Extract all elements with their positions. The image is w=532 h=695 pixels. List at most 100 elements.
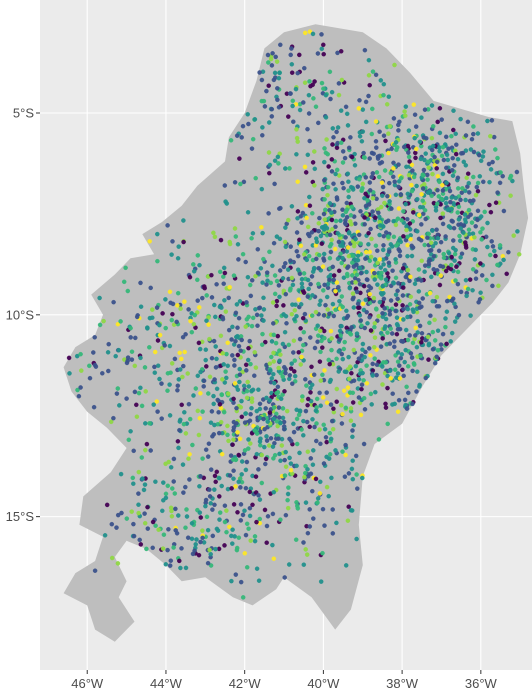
data-point — [113, 353, 118, 359]
data-point — [209, 409, 215, 414]
data-point — [468, 212, 473, 217]
data-point — [208, 467, 214, 472]
data-point — [205, 560, 211, 566]
x-tick-label: 40°W — [307, 676, 340, 691]
data-point — [440, 188, 446, 193]
data-point — [405, 306, 411, 312]
data-point — [413, 150, 418, 156]
data-point — [314, 438, 319, 444]
data-point — [367, 82, 372, 88]
data-point — [268, 368, 273, 373]
data-point — [415, 196, 420, 202]
data-point — [320, 264, 326, 269]
data-point — [274, 298, 280, 304]
data-point — [286, 562, 292, 567]
data-point — [131, 533, 137, 539]
data-point — [170, 239, 175, 244]
data-point — [336, 349, 342, 354]
data-point — [155, 363, 161, 368]
data-point — [312, 424, 317, 430]
data-point — [329, 336, 334, 341]
data-point — [435, 173, 441, 179]
data-point — [346, 230, 352, 235]
data-point — [493, 200, 499, 205]
data-point — [378, 290, 384, 296]
data-point — [301, 358, 306, 363]
data-point — [454, 142, 459, 147]
data-point — [145, 504, 150, 510]
data-point — [270, 51, 275, 56]
data-point — [350, 273, 355, 278]
data-point — [119, 510, 124, 516]
data-point — [92, 568, 98, 573]
data-point — [335, 230, 340, 236]
data-point — [134, 314, 140, 320]
data-point — [414, 389, 419, 394]
data-point — [449, 167, 455, 173]
data-point — [307, 233, 312, 239]
data-point — [463, 197, 468, 203]
data-point — [104, 502, 110, 508]
data-point — [232, 357, 237, 363]
data-point — [247, 282, 253, 288]
data-point — [67, 371, 72, 376]
data-point — [346, 194, 351, 200]
data-point — [249, 278, 255, 283]
data-point — [350, 458, 355, 463]
data-point — [400, 339, 406, 344]
data-point — [207, 374, 213, 380]
data-point — [382, 306, 387, 311]
data-point — [466, 190, 472, 195]
data-point — [252, 538, 258, 544]
data-point — [238, 518, 244, 523]
data-point — [302, 252, 307, 257]
data-point — [382, 267, 388, 273]
data-point — [302, 164, 308, 170]
data-point — [448, 266, 454, 272]
data-point — [333, 224, 338, 230]
data-point — [288, 258, 293, 263]
data-point — [304, 257, 310, 263]
data-point — [405, 253, 410, 259]
data-point — [485, 220, 490, 226]
data-point — [285, 267, 291, 272]
data-point — [222, 543, 227, 548]
data-point — [182, 349, 187, 355]
data-point — [335, 50, 340, 56]
data-point — [114, 391, 120, 396]
data-point — [355, 486, 360, 491]
data-point — [385, 385, 390, 391]
data-point — [299, 427, 304, 432]
data-point — [287, 166, 292, 171]
data-point — [246, 384, 252, 389]
data-point — [335, 125, 341, 130]
data-point — [139, 403, 145, 409]
data-point — [311, 372, 317, 377]
data-point — [325, 184, 331, 190]
data-point — [310, 211, 315, 216]
data-point — [321, 313, 327, 318]
data-point — [278, 42, 283, 48]
data-point — [404, 406, 410, 411]
data-point — [393, 257, 398, 262]
data-point — [87, 375, 93, 381]
data-point — [475, 180, 481, 186]
data-point — [240, 512, 246, 518]
data-point — [182, 410, 187, 415]
data-point — [203, 497, 209, 503]
data-point — [306, 92, 312, 98]
data-point — [478, 230, 483, 235]
data-point — [321, 42, 326, 48]
data-point — [367, 291, 373, 297]
data-point — [361, 283, 367, 289]
data-point — [292, 358, 298, 363]
data-point — [245, 210, 251, 215]
data-point — [212, 473, 218, 479]
data-point — [419, 278, 424, 283]
data-point — [322, 197, 327, 202]
data-point — [237, 372, 243, 377]
data-point — [473, 192, 479, 198]
data-point — [250, 231, 256, 236]
data-point — [200, 295, 205, 301]
data-point — [328, 249, 334, 255]
